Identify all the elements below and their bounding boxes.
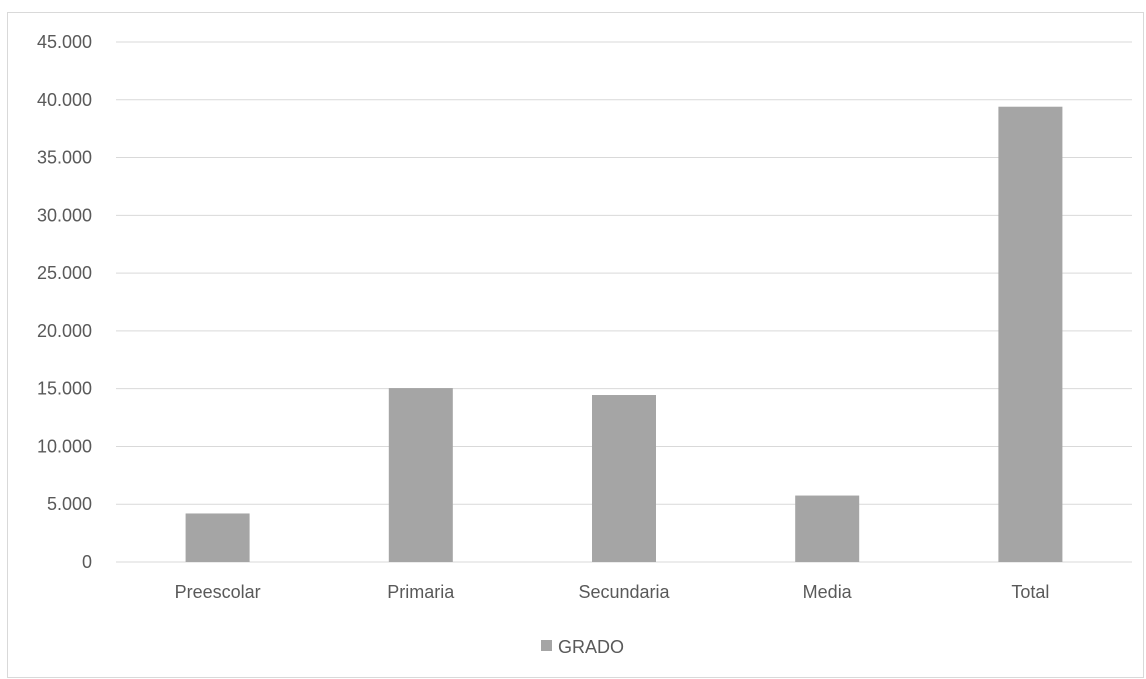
x-axis-tick-labels: Preescolar Primaria Secundaria Media Total: [175, 582, 1050, 602]
bar-primaria: [388, 388, 453, 562]
bars: [185, 106, 1063, 562]
bar-total: [998, 106, 1063, 562]
y-tick-label: 20.000: [37, 321, 92, 341]
legend: GRADO: [541, 637, 624, 657]
x-tick-label: Secundaria: [578, 582, 670, 602]
bar-secundaria: [592, 395, 656, 562]
x-tick-label: Primaria: [387, 582, 455, 602]
y-tick-label: 40.000: [37, 90, 92, 110]
x-tick-label: Preescolar: [175, 582, 261, 602]
y-tick-label: 15.000: [37, 379, 92, 399]
y-tick-label: 25.000: [37, 263, 92, 283]
y-tick-label: 0: [82, 552, 92, 572]
x-tick-label: Total: [1011, 582, 1049, 602]
legend-swatch: [541, 640, 552, 651]
legend-label-grado: GRADO: [558, 637, 624, 657]
y-tick-label: 10.000: [37, 436, 92, 456]
gridlines: [116, 41, 1132, 563]
y-tick-label: 35.000: [37, 148, 92, 168]
y-tick-label: 45.000: [37, 32, 92, 52]
y-tick-label: 5.000: [47, 494, 92, 514]
x-tick-label: Media: [803, 582, 853, 602]
bar-media: [795, 495, 860, 562]
y-tick-label: 30.000: [37, 205, 92, 225]
y-axis-tick-labels: 0 5.000 10.000 15.000 20.000 25.000 30.000 35.0…: [37, 32, 92, 572]
chart-frame: [7, 12, 1144, 678]
bar-preescolar: [185, 513, 250, 562]
